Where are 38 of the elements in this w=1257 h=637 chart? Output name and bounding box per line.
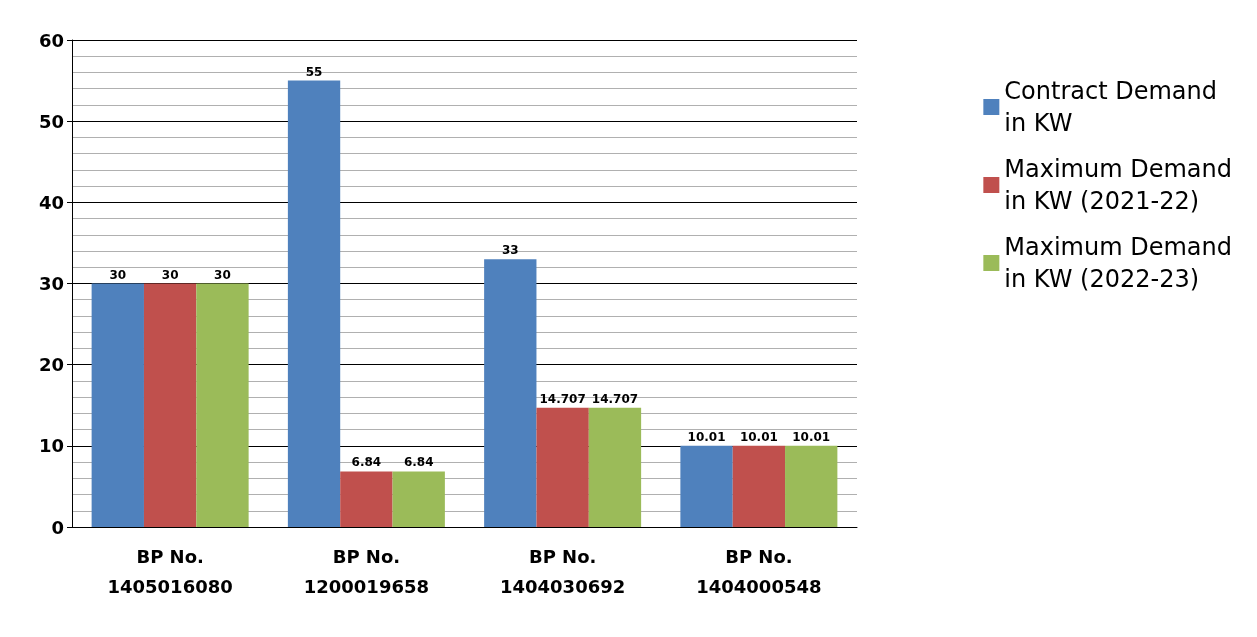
data-label: 10.01 — [739, 429, 778, 444]
y-tick-label: 20 — [38, 354, 64, 376]
data-label: 14.707 — [591, 391, 639, 406]
y-tick-label: 30 — [38, 273, 64, 294]
y-tick-label: 10 — [38, 435, 64, 457]
bar — [732, 445, 786, 527]
data-label: 14.707 — [539, 391, 586, 406]
data-label: 10.01 — [687, 429, 726, 444]
data-label: 10.01 — [792, 429, 831, 444]
bar — [287, 80, 341, 527]
bar — [340, 471, 393, 527]
x-tick-label: BP No. 1200019658 — [303, 545, 429, 597]
legend-label: Contract Demand in KW — [1004, 77, 1217, 137]
bar — [392, 471, 445, 527]
data-label: 30 — [214, 267, 231, 282]
bar — [680, 445, 733, 527]
data-label: 30 — [161, 267, 179, 282]
y-tick-label: 50 — [38, 110, 64, 132]
bar — [588, 407, 642, 527]
x-tick-label: BP No. 1404000548 — [696, 545, 822, 597]
y-tick-label: 60 — [38, 29, 64, 51]
data-label: 33 — [501, 243, 519, 258]
bar — [484, 259, 537, 527]
bar — [91, 283, 144, 527]
data-label: 30 — [109, 267, 127, 282]
data-label: 6.84 — [403, 455, 434, 470]
x-tick-label: BP No. 1404030692 — [500, 545, 626, 597]
bar — [143, 283, 197, 527]
data-label: 55 — [305, 64, 323, 79]
y-tick-label: 40 — [38, 191, 64, 213]
legend-label: Maximum Demand in KW (2022-23) — [1004, 233, 1233, 293]
bar — [196, 283, 249, 527]
bar — [536, 407, 589, 527]
bar — [785, 445, 838, 527]
data-label: 6.84 — [351, 455, 382, 470]
x-tick-label: BP No. 1405016080 — [107, 545, 233, 597]
y-tick-label: 0 — [51, 516, 64, 538]
legend-label: Maximum Demand in KW (2021-22) — [1004, 155, 1233, 215]
